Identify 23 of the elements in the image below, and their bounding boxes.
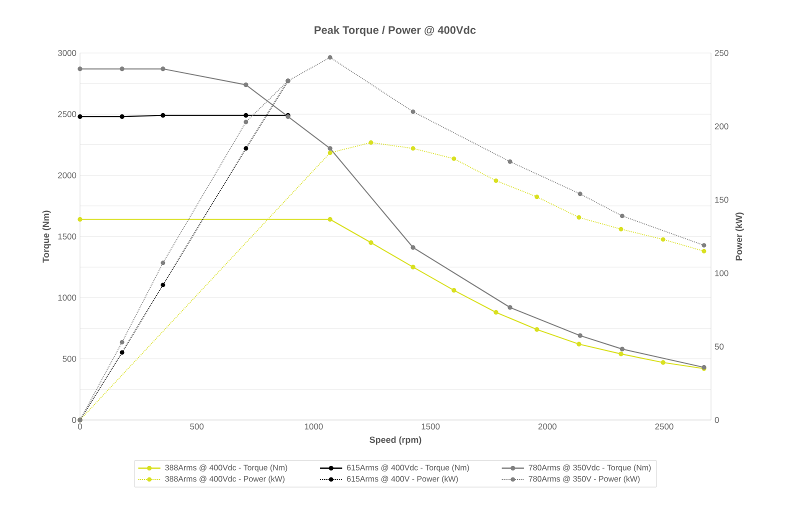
x-tick-label: 1000 — [304, 424, 323, 430]
y2-tick-label: 250 — [714, 50, 728, 56]
x-tick-label: 1500 — [422, 424, 440, 430]
y2-tick-label: 200 — [714, 123, 728, 130]
y-tick-label: 2000 — [58, 172, 76, 178]
y2-axis-title: Power (kW) — [735, 212, 744, 260]
y2-tick-label: 100 — [715, 270, 728, 276]
y-tick-label: 1500 — [58, 234, 76, 240]
x-tick-label: 500 — [190, 424, 204, 430]
y-tick-label: 3000 — [58, 50, 76, 56]
x-tick-label: 0 — [78, 424, 82, 430]
y-tick-label: 1000 — [58, 294, 76, 301]
y-tick-label: 2500 — [58, 111, 76, 118]
y2-tick-label: 150 — [715, 196, 728, 203]
y2-tick-label: 0 — [714, 417, 719, 423]
x-tick-label: 2500 — [655, 424, 674, 430]
x-axis-title: Speed (rpm) — [370, 436, 422, 445]
x-tick-label: 2000 — [538, 424, 556, 430]
chart-title: Peak Torque / Power @ 400Vdc — [314, 26, 476, 36]
y-axis-title: Torque (Nm) — [42, 210, 51, 263]
y2-tick-label: 50 — [714, 344, 724, 350]
y-tick-label: 0 — [72, 417, 76, 423]
y-tick-label: 500 — [62, 356, 76, 362]
